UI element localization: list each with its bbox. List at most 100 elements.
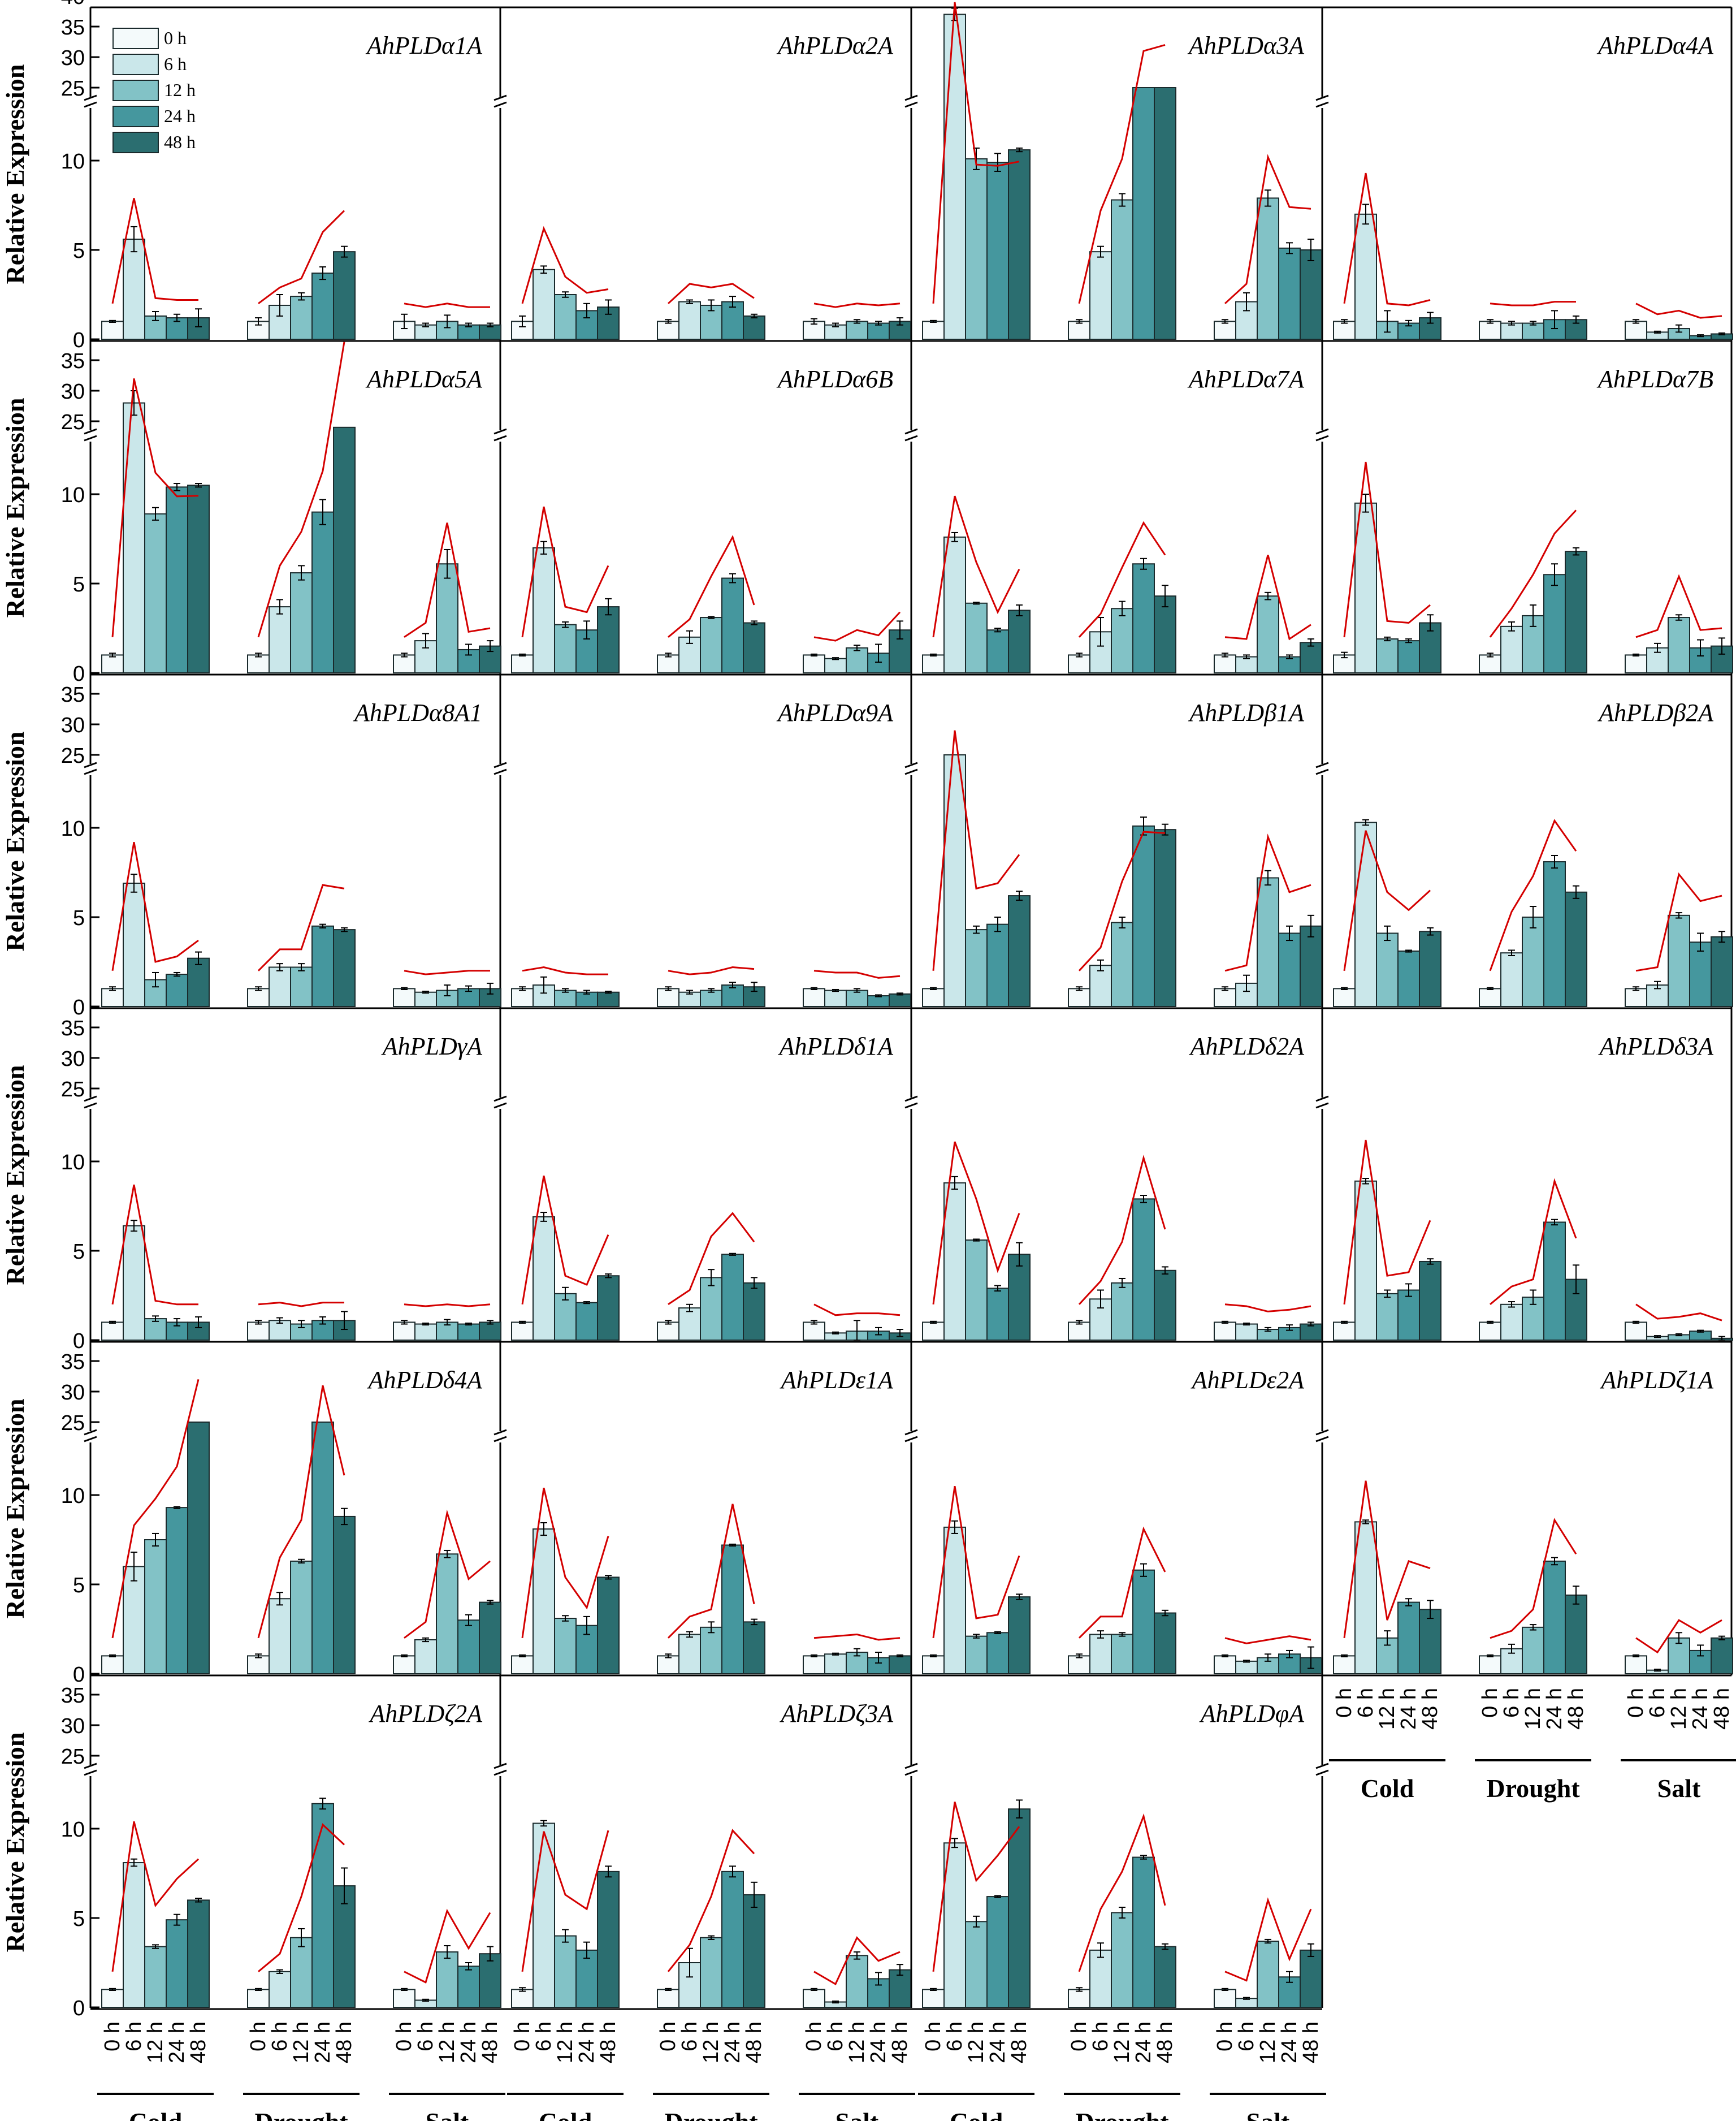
bar — [1132, 1569, 1155, 1674]
bar — [511, 1321, 534, 1341]
axis-break-mark — [84, 768, 97, 775]
x-tick-label: 48 h — [1299, 2021, 1323, 2063]
bar — [290, 296, 313, 340]
x-tick-label: 24 h — [311, 2021, 335, 2063]
bar — [166, 1919, 188, 2008]
x-tick-label: 12 h — [435, 2021, 459, 2063]
panel-AhPLDα2A: AhPLDα2A — [511, 32, 911, 340]
x-tick-label: 6 h — [268, 2021, 292, 2051]
bar — [700, 1277, 722, 1341]
panel-AhPLDδ2A: AhPLDδ2A — [922, 1033, 1322, 1341]
trend-line — [1224, 833, 1311, 972]
axis-break-mark — [84, 1436, 97, 1442]
bar — [1132, 563, 1155, 673]
bar — [333, 251, 356, 340]
bar — [803, 654, 825, 674]
bar — [1111, 608, 1133, 673]
axis-break-mark — [84, 1769, 97, 1776]
x-tick-label: 12 h — [553, 2021, 577, 2063]
bar — [922, 1655, 945, 1674]
bar — [247, 1321, 270, 1341]
y-tick-label: 30 — [61, 1381, 85, 1405]
x-tick-label: 12 h — [289, 2021, 313, 2063]
bar — [1214, 988, 1236, 1008]
bar — [311, 1803, 334, 2008]
panel-title: AhPLDα2A — [776, 32, 894, 59]
x-tick-label: 6 h — [824, 2021, 847, 2051]
trend-line — [667, 1504, 755, 1639]
bar — [943, 14, 966, 340]
bar — [1257, 595, 1279, 673]
x-tick-label: 6 h — [1089, 2021, 1112, 2051]
bar — [922, 321, 945, 340]
axis-break-mark — [84, 1102, 97, 1109]
bar — [803, 988, 825, 1008]
bar — [1479, 1655, 1501, 1674]
bar — [743, 1621, 765, 1675]
treatment-label: Salt — [835, 2107, 879, 2121]
axis-break-mark — [904, 101, 918, 108]
bar — [1132, 87, 1155, 340]
bar — [414, 324, 437, 340]
bar — [1565, 1594, 1587, 1674]
bar — [1711, 936, 1733, 1008]
axis-break-mark — [493, 1763, 507, 1769]
bar — [1111, 199, 1133, 340]
treatment-label: Salt — [426, 2107, 469, 2121]
bar — [743, 1282, 765, 1341]
bar — [511, 1655, 534, 1674]
bar — [575, 991, 598, 1007]
bar — [554, 1618, 577, 1675]
trend-line — [258, 210, 345, 305]
bar — [846, 321, 868, 340]
x-tick-label: 0 h — [656, 2021, 680, 2051]
bar — [943, 1182, 966, 1341]
axis-break-mark — [904, 94, 918, 101]
trend-line — [1343, 1139, 1431, 1304]
bar — [187, 485, 210, 673]
x-tick-label: 48 h — [1710, 1688, 1734, 1730]
x-tick-label: 48 h — [187, 2021, 210, 2063]
panel-AhPLDα9A: AhPLDα9A — [511, 699, 911, 1008]
bar — [393, 988, 415, 1008]
bar — [123, 239, 145, 340]
bar — [457, 1619, 480, 1674]
bar — [678, 301, 701, 340]
bar — [511, 1989, 534, 2008]
bar — [657, 1321, 679, 1341]
x-tick-label: 0 h — [1332, 1688, 1356, 1718]
trend-line — [1224, 1635, 1311, 1644]
trend-line — [1490, 1178, 1577, 1305]
axis-break-mark — [84, 101, 97, 108]
trend-line — [667, 283, 755, 304]
y-tick-label: 30 — [61, 1047, 85, 1071]
bar — [1111, 1912, 1133, 2008]
bar — [700, 1626, 722, 1675]
bar — [1689, 941, 1712, 1007]
x-tick-label: 6 h — [1235, 2021, 1258, 2051]
trend-line — [111, 1821, 200, 1972]
y-tick-label: 0 — [73, 1997, 85, 2020]
bar — [247, 1655, 270, 1674]
legend: 0 h 6 h 12 h 24 h 48 h — [112, 28, 196, 153]
bar — [943, 754, 966, 1007]
bar — [511, 654, 534, 674]
bar — [824, 990, 847, 1008]
y-tick-label: 25 — [61, 1078, 85, 1101]
y-axis-title: Relative Expression — [1, 1399, 29, 1619]
panel-title: AhPLDβ1A — [1188, 699, 1305, 727]
trend-line — [1224, 1303, 1311, 1312]
bar — [533, 269, 555, 340]
y-axis-ticks: 0 5 10 25 30 35 — [61, 1684, 99, 2020]
bar — [1068, 1989, 1090, 2008]
axis-break-mark — [493, 1429, 507, 1436]
legend-swatch — [112, 54, 159, 75]
axis-break-mark — [493, 1769, 507, 1776]
bar — [269, 606, 291, 673]
y-axis-ticks: 0 5 10 25 30 35 — [61, 1017, 99, 1353]
axis-break-mark — [1315, 762, 1329, 768]
trend-line — [932, 495, 1020, 638]
bar — [1543, 574, 1566, 674]
panel-AhPLDδ1A: AhPLDδ1A — [511, 1033, 911, 1341]
bar — [1479, 654, 1501, 674]
